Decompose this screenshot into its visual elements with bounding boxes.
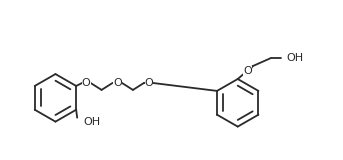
Text: O: O — [144, 78, 153, 88]
Text: O: O — [113, 78, 122, 88]
Text: O: O — [243, 66, 252, 76]
Text: OH: OH — [286, 53, 304, 63]
Text: O: O — [82, 78, 91, 88]
Text: OH: OH — [83, 117, 100, 127]
